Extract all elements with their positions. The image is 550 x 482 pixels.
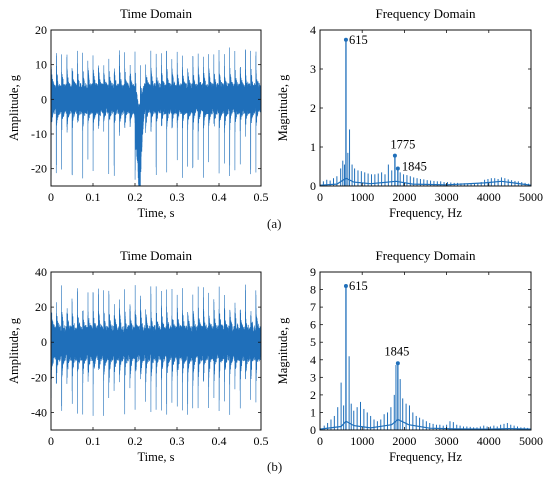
axes-frame xyxy=(319,271,532,431)
y-tick-label: 20 xyxy=(35,300,47,314)
y-axis-label: Magnitude, g xyxy=(276,74,290,141)
y-tick-label: 2 xyxy=(310,101,316,115)
x-tick-label: 0.3 xyxy=(170,190,185,204)
axes-frame xyxy=(50,29,262,187)
x-tick-label: 0 xyxy=(317,190,323,204)
x-tick-label: 2000 xyxy=(392,434,416,448)
peak-marker-1845 xyxy=(395,166,400,171)
y-axis-label: Amplitude, g xyxy=(7,74,21,141)
y-tick-label: -40 xyxy=(31,405,47,419)
y-tick-label: 8 xyxy=(310,283,316,297)
y-tick-label: 4 xyxy=(310,353,316,367)
y-tick-label: 0 xyxy=(310,423,316,437)
x-tick-label: 0.1 xyxy=(86,434,101,448)
y-tick-label: 3 xyxy=(310,370,316,384)
x-tick-label: 1000 xyxy=(350,190,374,204)
signal-trace xyxy=(51,284,261,416)
peak-label-1845: 1845 xyxy=(384,344,409,358)
x-tick-label: 0 xyxy=(48,190,54,204)
plot-area xyxy=(320,39,531,186)
y-axis-label: Magnitude, g xyxy=(276,317,290,384)
x-tick-label: 0.5 xyxy=(254,190,269,204)
x-tick-label: 0 xyxy=(317,434,323,448)
y-tick-label: 2 xyxy=(310,388,316,402)
x-tick-label: 4000 xyxy=(477,434,501,448)
y-tick-label: 0 xyxy=(41,92,47,106)
peak-label-1775: 1775 xyxy=(390,138,415,152)
x-tick-label: 3000 xyxy=(435,190,459,204)
panel-label-b: (b) xyxy=(267,459,283,474)
plot-area xyxy=(51,47,261,186)
chart-a_freq: Frequency Domain 615 1775 1845 0 1000 2000 3000… xyxy=(276,6,543,220)
x-axis-label: Time, s xyxy=(137,450,174,464)
x-tick-label: 0.2 xyxy=(128,434,143,448)
x-tick-label: 2000 xyxy=(392,190,416,204)
x-tick-label: 0.4 xyxy=(212,190,227,204)
x-tick-label: 3000 xyxy=(435,434,459,448)
peak-label-615: 615 xyxy=(349,33,368,47)
y-tick-label: 4 xyxy=(310,23,316,37)
x-axis-label: Time, s xyxy=(137,206,174,220)
y-tick-label: -20 xyxy=(31,370,47,384)
y-tick-label: 7 xyxy=(310,300,316,314)
x-tick-label: 0.5 xyxy=(254,434,269,448)
y-tick-label: 10 xyxy=(35,58,47,72)
x-tick-label: 0.3 xyxy=(170,434,185,448)
plot-area xyxy=(51,284,261,416)
x-tick-label: 4000 xyxy=(477,190,501,204)
y-tick-label: 40 xyxy=(35,265,47,279)
y-tick-label: 1 xyxy=(310,405,316,419)
x-tick-label: 0.1 xyxy=(86,190,101,204)
x-tick-label: 0.4 xyxy=(212,434,227,448)
peak-marker-1775 xyxy=(392,153,397,158)
chart-a_time: Time Domain 0 0.1 0.2 0.3 0.4 0.5 -20 -10 0 10 20 Ti… xyxy=(7,6,269,220)
axes-frame xyxy=(50,271,262,431)
y-tick-label: 0 xyxy=(310,179,316,193)
x-tick-label: 5000 xyxy=(519,190,543,204)
y-axis-label: Amplitude, g xyxy=(7,317,21,384)
chart-title: Frequency Domain xyxy=(375,248,476,263)
y-tick-label: 1 xyxy=(310,140,316,154)
chart-b_time: Time Domain 0 0.1 0.2 0.3 0.4 0.5 -40 -20 0 20 40 Ti… xyxy=(7,248,269,464)
x-tick-label: 5000 xyxy=(519,434,543,448)
x-tick-label: 0.2 xyxy=(128,190,143,204)
peak-label-1845: 1845 xyxy=(402,159,427,173)
x-tick-label: 1000 xyxy=(350,434,374,448)
panel-label-a: (a) xyxy=(267,216,282,231)
peak-marker-615 xyxy=(343,37,348,42)
y-tick-label: -10 xyxy=(31,127,47,141)
peak-marker-1845 xyxy=(395,361,400,366)
peak-label-615: 615 xyxy=(349,279,368,293)
chart-title: Frequency Domain xyxy=(375,6,476,21)
peak-marker-615 xyxy=(343,284,348,289)
signal-trace xyxy=(51,47,261,186)
chart-title: Time Domain xyxy=(120,6,193,21)
y-tick-label: 0 xyxy=(41,335,47,349)
plot-area xyxy=(320,286,531,430)
y-tick-label: 6 xyxy=(310,318,316,332)
y-tick-label: 9 xyxy=(310,265,316,279)
x-axis-label: Frequency, Hz xyxy=(389,206,462,220)
x-tick-label: 0 xyxy=(48,434,54,448)
y-tick-label: -20 xyxy=(31,162,47,176)
y-tick-label: 3 xyxy=(310,62,316,76)
y-tick-label: 20 xyxy=(35,23,47,37)
chart-title: Time Domain xyxy=(120,248,193,263)
y-tick-label: 5 xyxy=(310,335,316,349)
x-axis-label: Frequency, Hz xyxy=(389,450,462,464)
